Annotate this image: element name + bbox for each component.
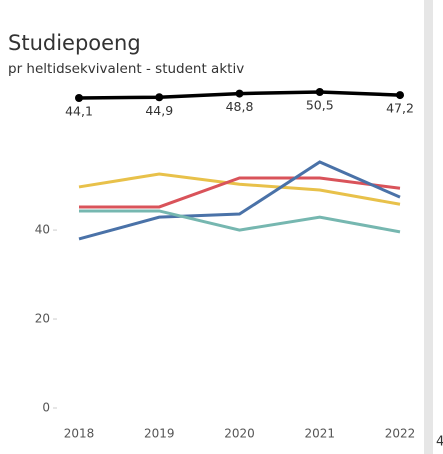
point — [396, 91, 404, 100]
chart-title: Studiepoeng — [8, 31, 141, 55]
x-tick-label: 2019 — [144, 427, 175, 441]
data-label: 44,1 — [65, 104, 93, 119]
line — [79, 176, 401, 209]
y-tick-label: 20 — [35, 312, 50, 326]
point — [155, 93, 164, 102]
x-tick-label: 2020 — [224, 427, 255, 441]
y-tick-label: 0 — [42, 401, 50, 415]
data-label: 48,8 — [226, 99, 254, 114]
y-tick-label: 40 — [35, 223, 50, 237]
annotation: 4 — [436, 435, 443, 450]
data-label: 50,5 — [306, 98, 334, 113]
point — [235, 89, 244, 98]
scrollbar — [424, 0, 433, 454]
x-tick-label: 2022 — [385, 427, 416, 441]
point — [315, 88, 324, 96]
data-label: 44,9 — [145, 103, 173, 118]
x-tick-label: 2018 — [64, 427, 95, 441]
line — [79, 209, 401, 234]
x-tick-label: 2021 — [304, 427, 335, 441]
line — [78, 160, 401, 241]
line — [78, 172, 401, 206]
chart-subtitle: pr heltidsekvivalent - student aktiv — [8, 61, 244, 77]
point — [75, 94, 83, 102]
data-label: 47,2 — [386, 101, 414, 116]
